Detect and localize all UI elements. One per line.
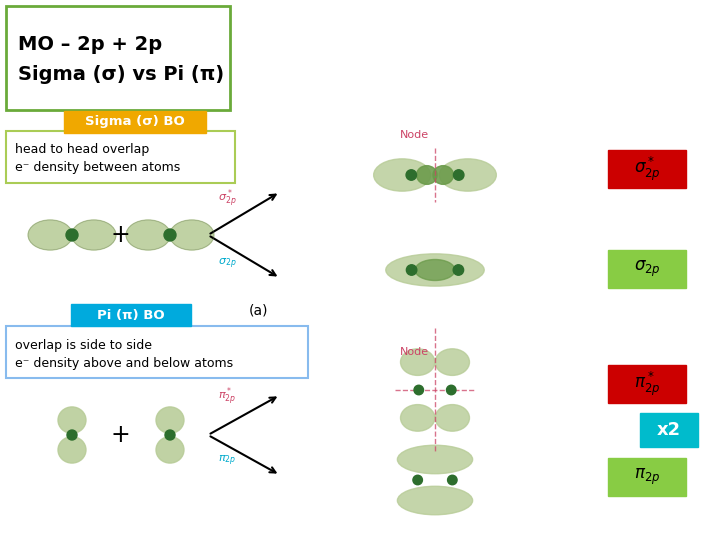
Ellipse shape <box>400 404 435 431</box>
Ellipse shape <box>433 166 454 184</box>
Ellipse shape <box>397 486 472 515</box>
Text: $\pi_{2p}$: $\pi_{2p}$ <box>634 467 660 487</box>
Circle shape <box>165 430 175 440</box>
Ellipse shape <box>374 159 431 191</box>
Circle shape <box>406 265 417 275</box>
Text: x2: x2 <box>657 421 681 439</box>
Text: $\sigma^*_{2p}$: $\sigma^*_{2p}$ <box>218 188 237 211</box>
FancyBboxPatch shape <box>640 413 698 447</box>
Text: $\sigma^*_{2p}$: $\sigma^*_{2p}$ <box>634 155 660 183</box>
Ellipse shape <box>417 166 437 184</box>
Ellipse shape <box>126 220 170 250</box>
Text: $\pi^*_{2p}$: $\pi^*_{2p}$ <box>634 370 660 398</box>
Circle shape <box>453 265 464 275</box>
Text: +: + <box>110 423 130 447</box>
Text: Node: Node <box>400 130 429 140</box>
Text: Node: Node <box>400 347 429 357</box>
Text: overlap is side to side: overlap is side to side <box>15 339 152 352</box>
Circle shape <box>406 170 416 180</box>
Ellipse shape <box>435 349 469 375</box>
Ellipse shape <box>386 254 485 286</box>
Circle shape <box>414 385 423 395</box>
FancyBboxPatch shape <box>608 365 686 403</box>
Ellipse shape <box>439 159 496 191</box>
Ellipse shape <box>170 220 214 250</box>
Ellipse shape <box>28 220 72 250</box>
Circle shape <box>164 229 176 241</box>
FancyBboxPatch shape <box>71 304 191 326</box>
Ellipse shape <box>156 437 184 463</box>
Circle shape <box>448 475 457 485</box>
Circle shape <box>413 475 423 485</box>
Text: +: + <box>110 223 130 247</box>
Ellipse shape <box>72 220 116 250</box>
FancyBboxPatch shape <box>608 250 686 288</box>
Circle shape <box>66 229 78 241</box>
Ellipse shape <box>397 445 472 474</box>
FancyBboxPatch shape <box>6 326 308 378</box>
Text: $\sigma_{2p}$: $\sigma_{2p}$ <box>634 259 660 279</box>
FancyBboxPatch shape <box>6 131 235 183</box>
Ellipse shape <box>58 437 86 463</box>
Text: $\pi^*_{2p}$: $\pi^*_{2p}$ <box>218 386 236 408</box>
Text: Sigma (σ) BO: Sigma (σ) BO <box>85 116 185 129</box>
Text: e⁻ density above and below atoms: e⁻ density above and below atoms <box>15 356 233 369</box>
Ellipse shape <box>58 407 86 433</box>
Text: MO – 2p + 2p: MO – 2p + 2p <box>18 35 162 54</box>
Text: (a): (a) <box>248 303 268 317</box>
FancyBboxPatch shape <box>6 6 230 110</box>
Text: $\pi_{2p}$: $\pi_{2p}$ <box>218 454 236 468</box>
Text: Pi (π) BO: Pi (π) BO <box>97 308 165 321</box>
Text: Sigma (σ) vs Pi (π): Sigma (σ) vs Pi (π) <box>18 65 224 84</box>
Text: $\sigma_{2p}$: $\sigma_{2p}$ <box>218 256 237 271</box>
Ellipse shape <box>400 349 435 375</box>
Ellipse shape <box>156 407 184 433</box>
Circle shape <box>454 170 464 180</box>
FancyBboxPatch shape <box>608 458 686 496</box>
Ellipse shape <box>415 260 455 280</box>
Text: e⁻ density between atoms: e⁻ density between atoms <box>15 161 180 174</box>
FancyBboxPatch shape <box>608 150 686 188</box>
Circle shape <box>67 430 77 440</box>
Text: head to head overlap: head to head overlap <box>15 144 149 157</box>
Ellipse shape <box>435 404 469 431</box>
Circle shape <box>446 385 456 395</box>
FancyBboxPatch shape <box>64 111 206 133</box>
